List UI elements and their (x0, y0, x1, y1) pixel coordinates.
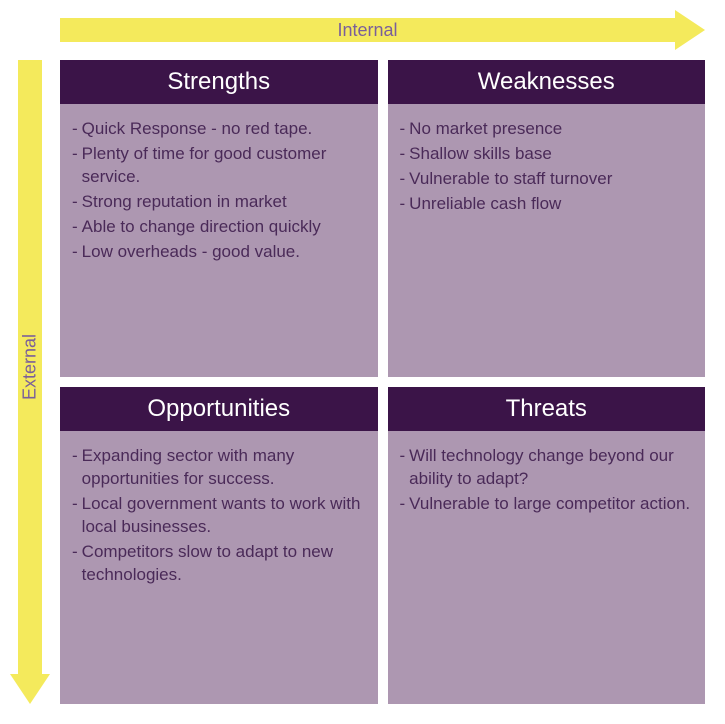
list-item: -Shallow skills base (400, 143, 694, 166)
external-axis-arrow: External (10, 60, 50, 704)
weaknesses-body: -No market presence-Shallow skills base-… (388, 104, 706, 377)
list-item: -Competitors slow to adapt to new techno… (72, 541, 366, 587)
list-item-text: Unreliable cash flow (409, 193, 693, 216)
list-item: -Expanding sector with many opportunitie… (72, 445, 366, 491)
dash-icon: - (72, 241, 78, 264)
list-item: -Strong reputation in market (72, 191, 366, 214)
dash-icon: - (72, 216, 78, 239)
quadrant-strengths: Strengths-Quick Response - no red tape.-… (60, 60, 378, 377)
dash-icon: - (72, 118, 78, 141)
quadrant-threats: Threats -Will technology change beyond ou… (388, 387, 706, 704)
list-item: -Vulnerable to large competitor action. (400, 493, 694, 516)
dash-icon: - (72, 445, 78, 491)
list-item-text: Vulnerable to large competitor action. (409, 493, 693, 516)
list-item-text: Low overheads - good value. (82, 241, 366, 264)
list-item: -Low overheads - good value. (72, 241, 366, 264)
swot-grid: Strengths-Quick Response - no red tape.-… (60, 60, 705, 704)
list-item-text: Competitors slow to adapt to new technol… (82, 541, 366, 587)
quadrant-opportunities: Opportunities-Expanding sector with many… (60, 387, 378, 704)
threats-body: -Will technology change beyond our abili… (388, 431, 706, 704)
internal-axis-arrow: Internal (60, 10, 705, 50)
list-item-text: Strong reputation in market (82, 191, 366, 214)
list-item: -Will technology change beyond our abili… (400, 445, 694, 491)
dash-icon: - (72, 493, 78, 539)
dash-icon: - (72, 143, 78, 189)
list-item: -Plenty of time for good customer servic… (72, 143, 366, 189)
dash-icon: - (72, 541, 78, 587)
list-item-text: Vulnerable to staff turnover (409, 168, 693, 191)
list-item-text: Local government wants to work with loca… (82, 493, 366, 539)
list-item-text: Expanding sector with many opportunities… (82, 445, 366, 491)
dash-icon: - (400, 493, 406, 516)
left-arrow-head (10, 674, 50, 704)
threats-header: Threats (388, 387, 706, 431)
list-item-text: Shallow skills base (409, 143, 693, 166)
strengths-body: -Quick Response - no red tape.-Plenty of… (60, 104, 378, 377)
list-item: -Quick Response - no red tape. (72, 118, 366, 141)
dash-icon: - (400, 168, 406, 191)
list-item-text: Will technology change beyond our abilit… (409, 445, 693, 491)
list-item: -Unreliable cash flow (400, 193, 694, 216)
dash-icon: - (400, 193, 406, 216)
list-item-text: Quick Response - no red tape. (82, 118, 366, 141)
list-item-text: Plenty of time for good customer service… (82, 143, 366, 189)
quadrant-weaknesses: Weaknesses-No market presence-Shallow sk… (388, 60, 706, 377)
strengths-header: Strengths (60, 60, 378, 104)
dash-icon: - (72, 191, 78, 214)
list-item-text: No market presence (409, 118, 693, 141)
dash-icon: - (400, 445, 406, 491)
list-item: -Vulnerable to staff turnover (400, 168, 694, 191)
dash-icon: - (400, 143, 406, 166)
list-item: -Able to change direction quickly (72, 216, 366, 239)
opportunities-body: -Expanding sector with many opportunitie… (60, 431, 378, 704)
list-item: -No market presence (400, 118, 694, 141)
opportunities-header: Opportunities (60, 387, 378, 431)
weaknesses-header: Weaknesses (388, 60, 706, 104)
top-arrow-head (675, 10, 705, 50)
external-axis-label: External (18, 60, 42, 674)
list-item-text: Able to change direction quickly (82, 216, 366, 239)
internal-axis-label: Internal (60, 18, 675, 42)
dash-icon: - (400, 118, 406, 141)
list-item: -Local government wants to work with loc… (72, 493, 366, 539)
